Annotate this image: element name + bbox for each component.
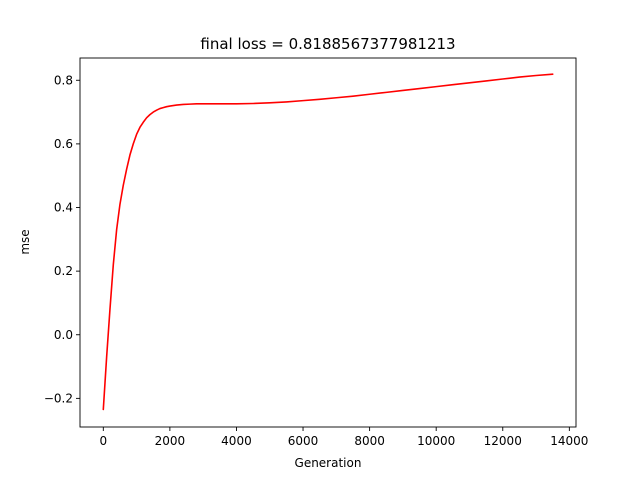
x-tick-label: 0 bbox=[99, 434, 107, 448]
x-axis-ticks: 0 2000 4000 6000 8000 10000 12000 14000 bbox=[99, 427, 588, 448]
x-tick-label: 10000 bbox=[417, 434, 455, 448]
x-axis-label: Generation bbox=[295, 456, 362, 470]
x-tick-label: 6000 bbox=[288, 434, 319, 448]
x-tick-label: 2000 bbox=[155, 434, 186, 448]
x-tick-label: 4000 bbox=[221, 434, 252, 448]
y-tick-label: 0.8 bbox=[54, 73, 73, 87]
plot-frame bbox=[79, 57, 577, 428]
chart-title: final loss = 0.8188567377981213 bbox=[200, 35, 455, 53]
plot-area bbox=[80, 58, 576, 427]
y-tick-label: 0.2 bbox=[54, 264, 73, 278]
y-tick-label: 0.6 bbox=[54, 137, 73, 151]
y-tick-label: −0.2 bbox=[44, 391, 73, 405]
y-tick-label: 0.4 bbox=[54, 201, 73, 215]
y-axis-ticks: −0.2 0.0 0.2 0.4 0.6 0.8 bbox=[44, 73, 80, 405]
series-line bbox=[102, 73, 554, 411]
x-tick-label: 14000 bbox=[550, 434, 588, 448]
x-tick-label: 12000 bbox=[484, 434, 522, 448]
x-tick-label: 8000 bbox=[354, 434, 385, 448]
y-axis-label: mse bbox=[18, 229, 32, 254]
y-tick-label: 0.0 bbox=[54, 328, 73, 342]
